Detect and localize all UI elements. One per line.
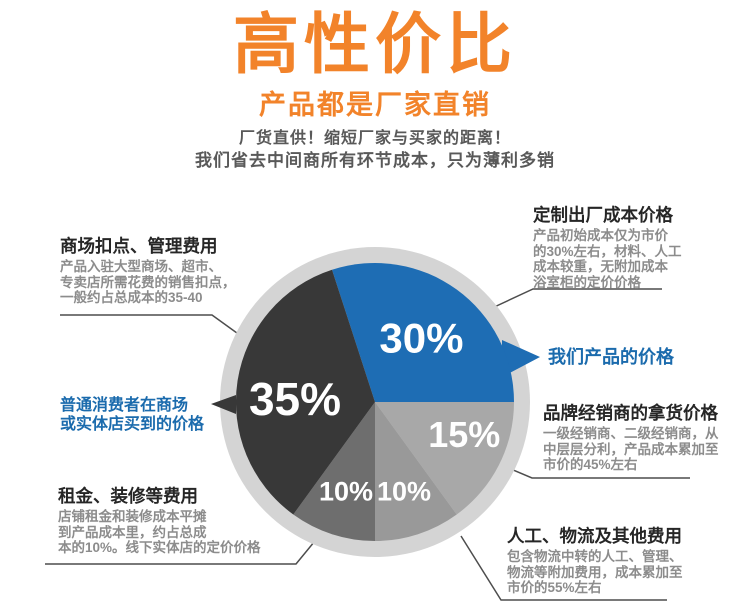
- annotation-logistics-fee: 人工、物流及其他费用 包含物流中转的人工、管理、 物流等附加费用，成本累加至 市…: [507, 526, 707, 596]
- annotation-factory-cost: 定制出厂成本价格 产品初始成本仅为市价 的30%左右，材料、人工 成本较重，无附…: [533, 205, 713, 290]
- pointer-tail-our-price: [502, 340, 540, 377]
- tagline-line1: 厂货直供！缩短厂家与买家的距离！: [238, 130, 511, 147]
- pie-slices: [235, 262, 514, 541]
- pie-slice-35%-4: [235, 269, 375, 515]
- annotation-market-fee-title: 商场扣点、管理费用: [60, 236, 218, 256]
- pie-slice-10%-3: [293, 402, 375, 541]
- pie-slice-label-3: 10%: [319, 476, 373, 506]
- cost-pie-chart: 30% 15% 10%10% 35%: [211, 247, 540, 557]
- annotation-factory-cost-title: 定制出厂成本价格: [533, 205, 673, 225]
- pie-slice-labels: 30% 15% 10%10% 35%: [249, 315, 500, 507]
- pie-slice-label-0: 30%: [379, 315, 463, 362]
- annotation-our-price-label: 我们产品的价格: [548, 347, 674, 367]
- annotation-logistics-fee-title: 人工、物流及其他费用: [507, 526, 682, 546]
- annotation-dealer-price-body: 一级经销商、二级经销商，从 中层层分利，产品成本累加至 市价的45%左右: [543, 426, 719, 472]
- pie-slice-label-4: 35%: [249, 373, 341, 425]
- pie-slice-15%-1: [375, 402, 514, 515]
- annotation-rent-fee: 租金、装修等费用 店铺租金和装修成本平摊 到产品成本里，约占总成 本的10%。线…: [58, 486, 273, 556]
- pie-slice-30%-0: [332, 262, 514, 402]
- header: 高性价比 产品都是厂家直销 厂货直供！缩短厂家与买家的距离！ 我们省去中间商所有…: [0, 0, 750, 171]
- annotation-market-fee-body: 产品入驻大型商场、超市、 专卖店所需花费的销售扣点， 一般约占总成本的35-40: [60, 259, 236, 305]
- page-subtitle: 产品都是厂家直销: [259, 90, 491, 120]
- tagline-line2: 我们省去中间商所有环节成本，只为薄利多销: [195, 151, 555, 170]
- pointer-tail-consumer-price: [211, 395, 236, 414]
- annotation-rent-fee-title: 租金、装修等费用: [58, 486, 198, 506]
- pie-slice-label-2: 10%: [377, 476, 431, 506]
- pie-slice-label-1: 15%: [428, 414, 500, 455]
- annotation-consumer-price: 普通消费者在商场 或实体店买到的价格: [60, 396, 230, 434]
- annotation-rent-fee-body: 店铺租金和装修成本平摊 到产品成本里，约占总成 本的10%。线下实体店的定价价格: [58, 509, 261, 555]
- page-title: 高性价比: [233, 7, 517, 81]
- annotation-our-price: 我们产品的价格: [548, 347, 728, 368]
- annotation-consumer-price-label: 普通消费者在商场 或实体店买到的价格: [60, 397, 205, 433]
- annotation-dealer-price: 品牌经销商的拿货价格 一级经销商、二级经销商，从 中层层分利，产品成本累加至 市…: [543, 403, 743, 473]
- annotation-logistics-fee-body: 包含物流中转的人工、管理、 物流等附加费用，成本累加至 市价的55%左右: [507, 549, 683, 595]
- annotation-factory-cost-body: 产品初始成本仅为市价 的30%左右，材料、人工 成本较重，无附加成本 浴室柜的定…: [533, 228, 682, 290]
- annotation-market-fee: 商场扣点、管理费用 产品入驻大型商场、超市、 专卖店所需花费的销售扣点， 一般约…: [60, 236, 250, 306]
- pie-slice-10%-2: [375, 402, 457, 541]
- annotation-dealer-price-title: 品牌经销商的拿货价格: [543, 403, 718, 423]
